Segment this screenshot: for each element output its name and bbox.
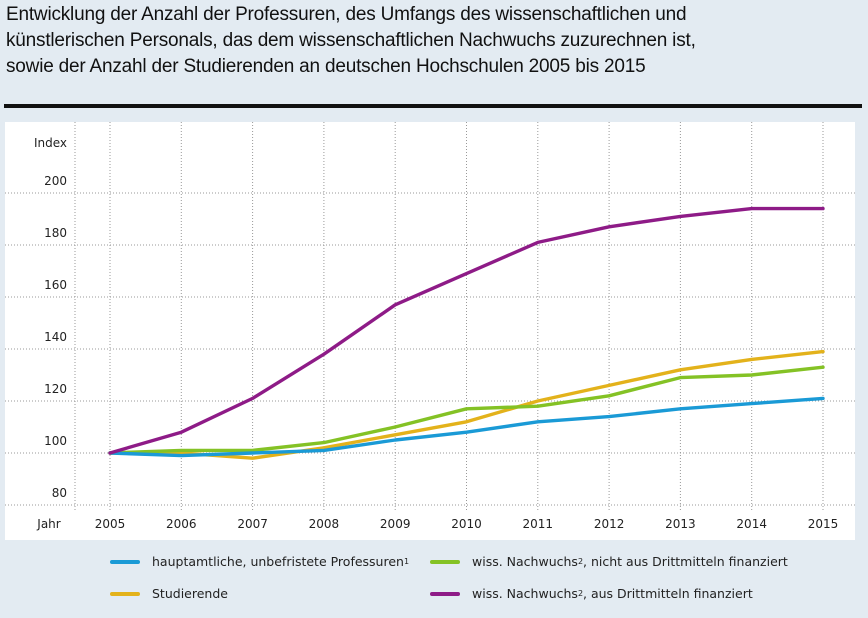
footnote-marker: 1 [403, 557, 410, 566]
legend-label: Studierende [152, 586, 228, 601]
footnote-marker: 2 [577, 557, 584, 566]
legend-item-nachwuchs-nicht-drittmittel: wiss. Nachwuchs 2, nicht aus Drittmitteln… [430, 554, 788, 569]
y-tick-label: 180 [44, 226, 67, 240]
x-tick-label: 2013 [665, 517, 696, 531]
legend-item-professuren: hauptamtliche, unbefristete Professuren 1 [110, 554, 409, 569]
x-tick-label: 2011 [523, 517, 554, 531]
x-tick-label: 2008 [309, 517, 340, 531]
legend-swatch-green [430, 559, 460, 564]
y-tick-label: 200 [44, 174, 67, 188]
legend-swatch-blue [110, 559, 140, 564]
y-tick-label: 140 [44, 330, 67, 344]
x-tick-label: 2010 [451, 517, 482, 531]
y-tick-label: 80 [52, 486, 67, 500]
title-line-1: Entwicklung der Anzahl der Professuren, … [6, 4, 687, 25]
title-line-2: künstlerischen Personals, das dem wissen… [6, 30, 696, 51]
x-tick-label: 2005 [95, 517, 126, 531]
legend-label-suffix: , aus Drittmitteln finanziert [583, 586, 753, 601]
legend-swatch-yellow [110, 591, 140, 596]
series-line-0 [108, 396, 825, 458]
x-tick-label: 2015 [808, 517, 839, 531]
y-tick-label: 120 [44, 382, 67, 396]
y-tick-label: 160 [44, 278, 67, 292]
y-tick-label: 100 [44, 434, 67, 448]
line-chart: 80 100 120 140 160 180 200 Index Jahr 2005 2006 200… [5, 122, 855, 531]
legend-label: wiss. Nachwuchs [472, 554, 578, 569]
footnote-marker: 2 [577, 589, 584, 598]
x-tick-label: 2007 [237, 517, 268, 531]
plot-area: 80 100 120 140 160 180 200 Index Jahr 2005 2006 200… [5, 122, 855, 540]
legend-label: wiss. Nachwuchs [472, 586, 578, 601]
x-tick-label: 2014 [736, 517, 767, 531]
legend-item-nachwuchs-drittmittel: wiss. Nachwuchs 2, aus Drittmitteln finan… [430, 586, 753, 601]
legend-label-suffix: , nicht aus Drittmitteln finanziert [583, 554, 788, 569]
chart-title: Entwicklung der Anzahl der Professuren, … [6, 2, 866, 80]
x-tick-label: 2006 [166, 517, 197, 531]
legend-label: hauptamtliche, unbefristete Professuren [152, 554, 404, 569]
title-divider [4, 104, 862, 108]
legend-item-studierende: Studierende [110, 586, 228, 601]
x-tick-label: 2012 [594, 517, 625, 531]
y-axis-label: Index [34, 136, 67, 150]
x-tick-label: 2009 [380, 517, 411, 531]
title-line-3: sowie der Anzahl der Studierenden an deu… [6, 56, 646, 77]
legend-swatch-purple [430, 591, 460, 596]
x-axis-label: Jahr [36, 517, 60, 531]
